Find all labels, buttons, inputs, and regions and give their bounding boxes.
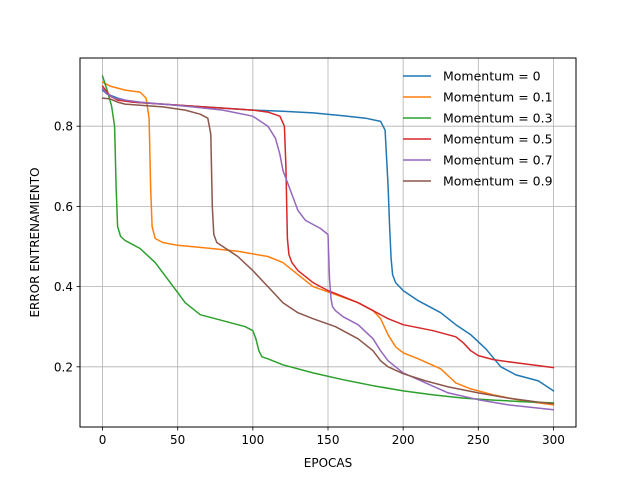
grid — [80, 58, 576, 427]
series-lines — [101, 75, 555, 411]
y-tick-label: 0.2 — [54, 360, 73, 374]
legend-label-5: Momentum = 0.9 — [443, 174, 553, 189]
x-tick-label: 250 — [467, 433, 490, 447]
x-tick-label: 300 — [542, 433, 565, 447]
legend-label-0: Momentum = 0 — [443, 69, 541, 84]
series-line-5 — [101, 97, 555, 405]
y-axis-label: ERROR ENTRENAMIENTO — [28, 167, 42, 317]
y-tick-label: 0.6 — [54, 200, 73, 214]
axis-ticks: 0 50 100 150 200 250 300 0.2 0.4 0.6 0.8 — [54, 120, 565, 447]
x-tick-label: 150 — [317, 433, 340, 447]
x-tick-label: 200 — [392, 433, 415, 447]
y-tick-label: 0.8 — [54, 120, 73, 134]
x-tick-label: 100 — [241, 433, 264, 447]
legend-label-2: Momentum = 0.3 — [443, 111, 553, 126]
x-tick-label: 0 — [99, 433, 107, 447]
series-line-2 — [101, 75, 555, 404]
x-tick-label: 50 — [170, 433, 185, 447]
x-axis-label: EPOCAS — [304, 456, 352, 470]
series-line-1 — [101, 81, 555, 406]
legend-label-4: Momentum = 0.7 — [443, 153, 553, 168]
series-line-3 — [101, 85, 555, 369]
y-tick-label: 0.4 — [54, 280, 73, 294]
legend-label-3: Momentum = 0.5 — [443, 132, 553, 147]
legend-label-1: Momentum = 0.1 — [443, 90, 553, 105]
legend: Momentum = 0 Momentum = 0.1 Momentum = 0.3… — [403, 69, 553, 189]
